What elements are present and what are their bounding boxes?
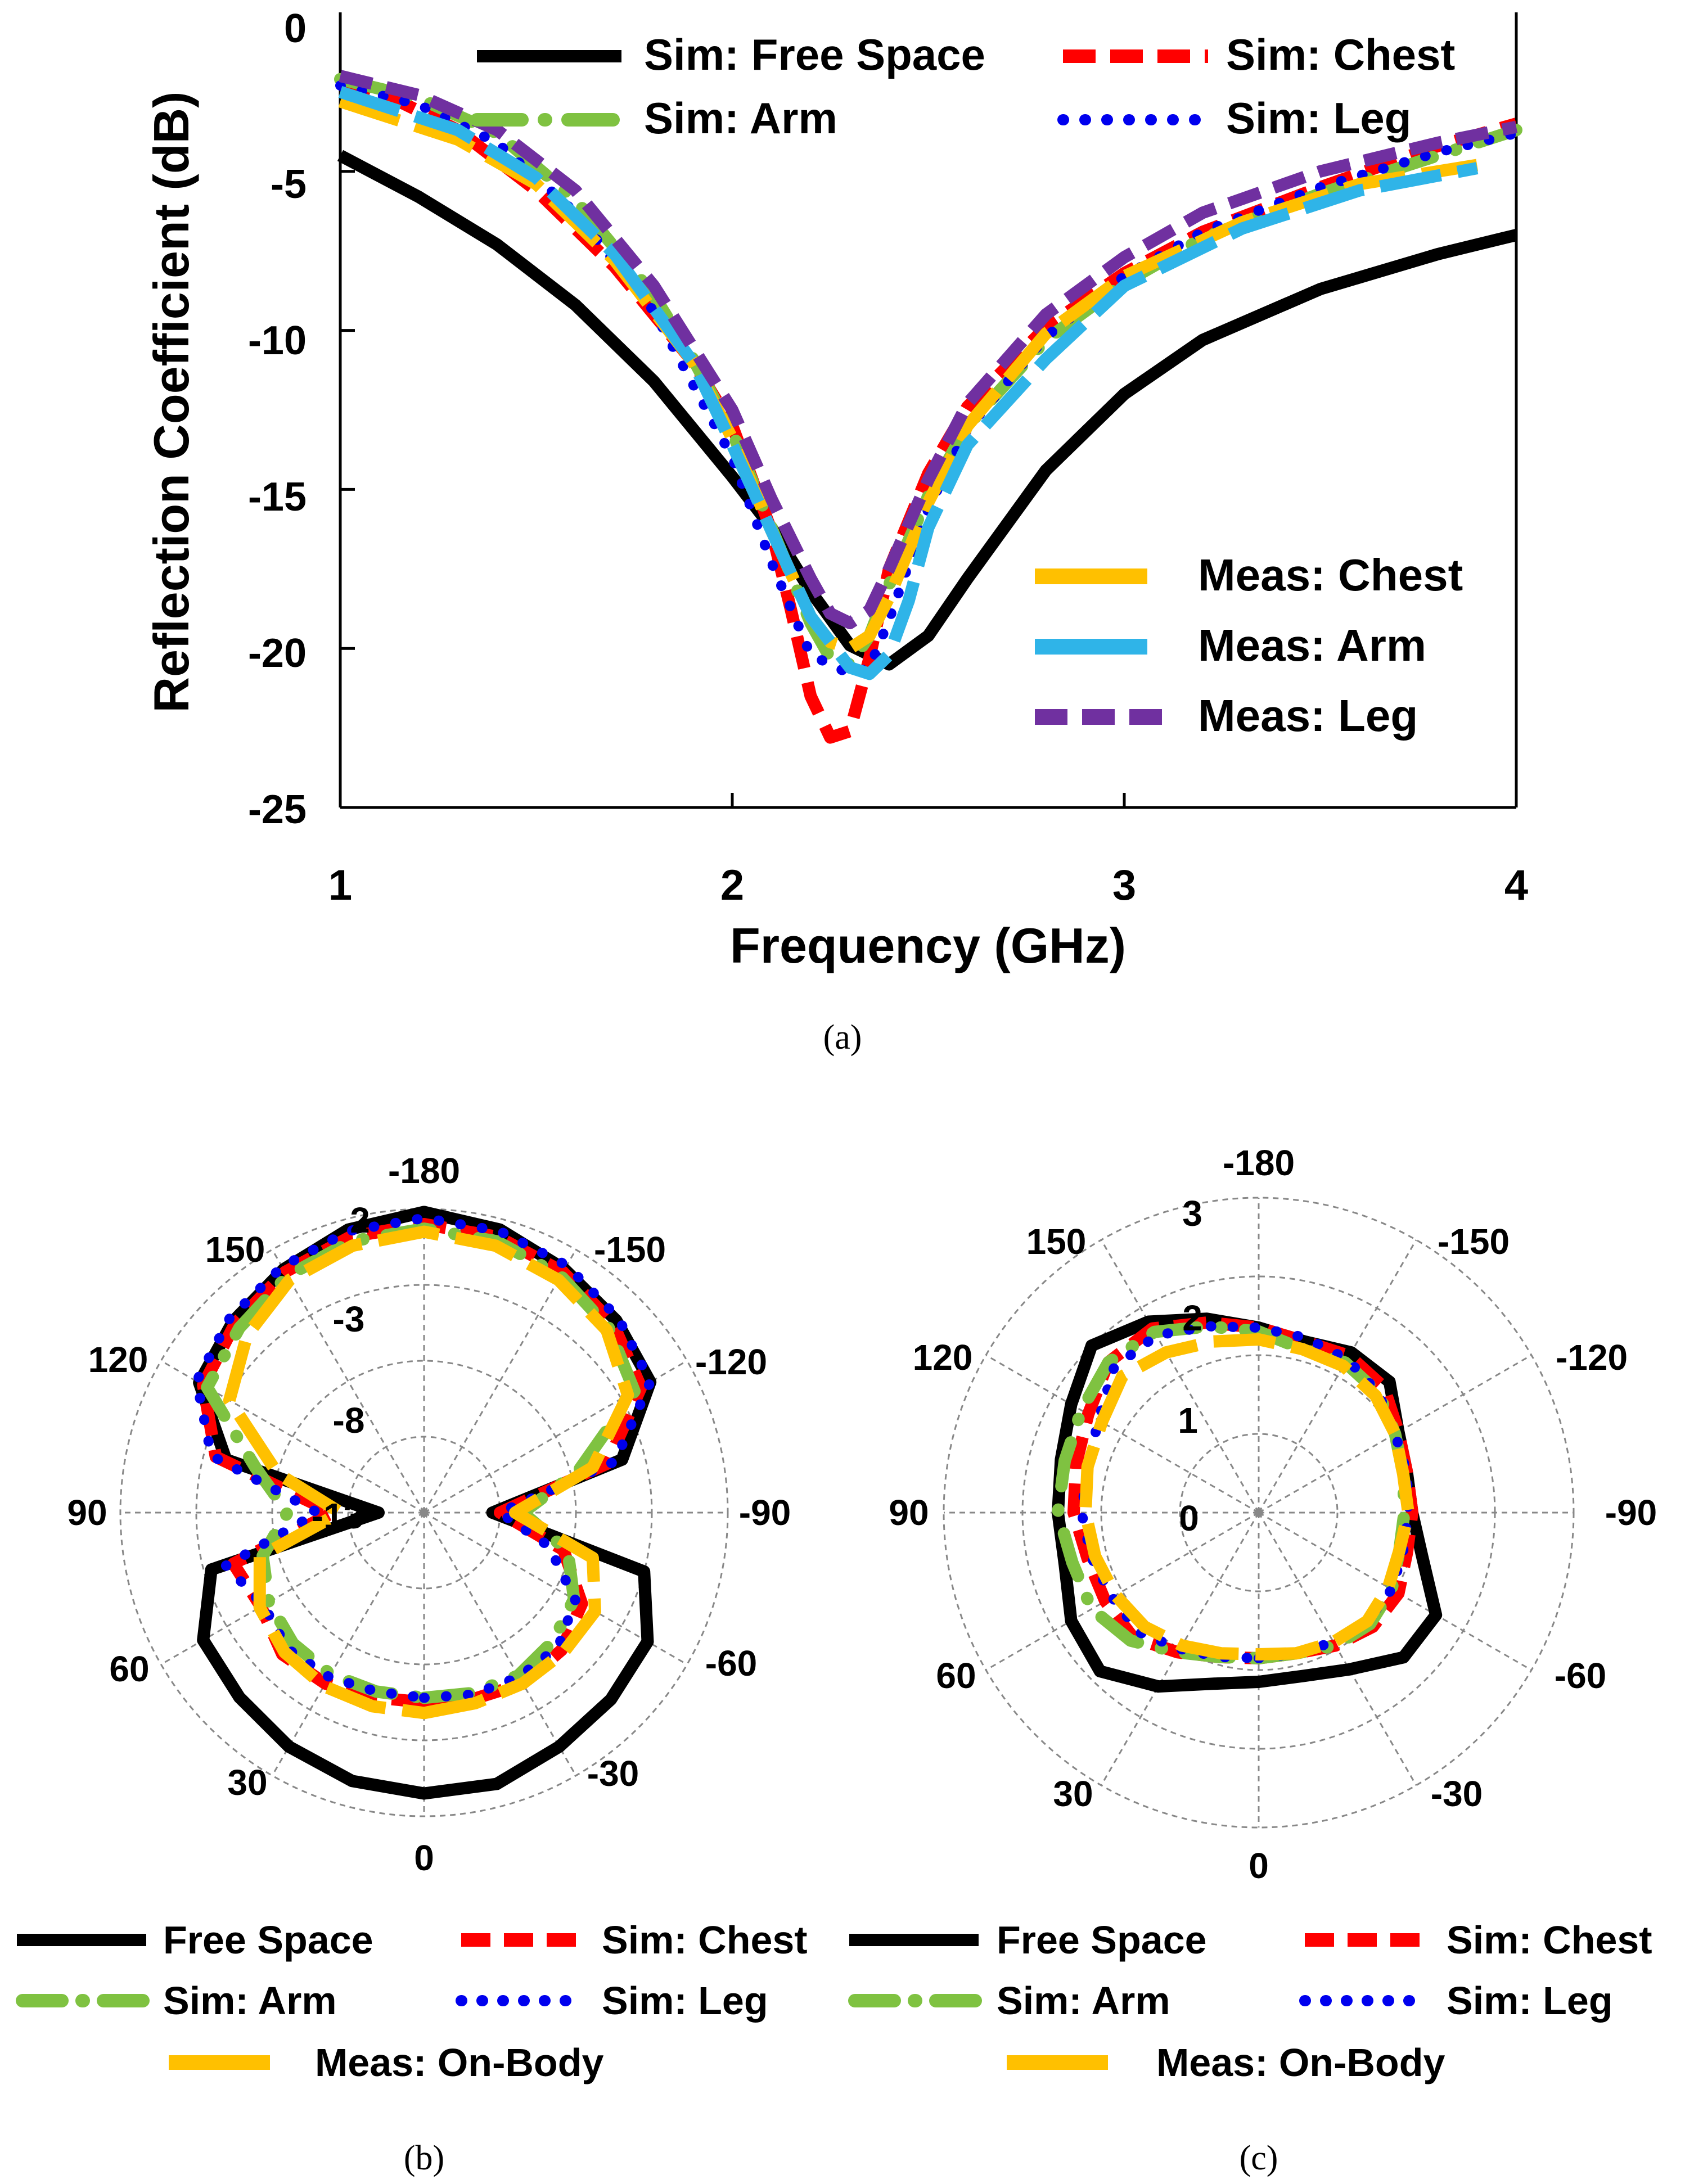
c-series-group [1052, 1312, 1443, 1693]
c-series-sim-chest [1067, 1316, 1418, 1664]
panel-b-polar-chart: 2 -3 -8 -13 -180 -150 -120 -90 -60 -30 0… [16, 1150, 808, 2177]
b-angle-label: 120 [88, 1339, 148, 1380]
c-legend-label: Meas: On-Body [1156, 2041, 1445, 2084]
b-angle-label: 90 [67, 1492, 107, 1533]
a-series-meas-arm [338, 85, 1479, 680]
b-angle-label: -180 [388, 1150, 460, 1191]
a-series-group [334, 70, 1522, 744]
panel-a-reflection-chart: 0 -5 -10 -15 -20 -25 1 2 3 4 Frequency (… [143, 6, 1528, 1057]
c-angle-label: 30 [1053, 1774, 1093, 1814]
b-legend-label: Sim: Arm [163, 1979, 337, 2023]
c-legend-label: Free Space [997, 1918, 1207, 1962]
b-series-meas-on-body [223, 1225, 634, 1720]
a-ytick-label: -5 [271, 162, 307, 207]
c-series-sim-leg [1076, 1321, 1413, 1663]
c-legend: Free Space Sim: Chest Sim: Arm Sim: Leg … [848, 1918, 1652, 2084]
c-grid-spoke [1258, 1239, 1417, 1513]
a-ytick-label: 0 [284, 6, 307, 51]
b-ring-label: 2 [350, 1200, 370, 1240]
b-grid-spoke [423, 1512, 577, 1776]
b-angle-label: 0 [414, 1838, 434, 1878]
c-angle-label: -90 [1605, 1492, 1657, 1533]
a-legend-label: Sim: Arm [644, 93, 837, 143]
b-ring-label: -8 [333, 1400, 365, 1441]
a-x-axis-title: Frequency (GHz) [730, 918, 1126, 973]
b-grid-spoke [423, 1249, 577, 1513]
a-legend: Sim: Free Space Sim: Chest Sim: Arm Sim:… [470, 30, 1463, 741]
b-series-group [191, 1206, 657, 1800]
c-legend-label: Sim: Leg [1447, 1979, 1613, 2023]
b-legend-label: Free Space [163, 1918, 373, 1962]
a-axis-frame [339, 12, 1518, 809]
c-angle-label: 90 [889, 1492, 929, 1533]
b-angle-label: 60 [109, 1649, 149, 1689]
b-legend-label: Meas: On-Body [315, 2041, 603, 2084]
a-legend-label: Meas: Leg [1198, 691, 1418, 741]
b-center-dot [420, 1508, 429, 1517]
b-angle-label: -30 [587, 1753, 639, 1794]
a-legend-label: Meas: Arm [1198, 620, 1426, 670]
c-caption: (c) [1240, 2139, 1278, 2177]
b-legend-label: Sim: Leg [602, 1979, 768, 2023]
a-ytick-label: -25 [248, 787, 307, 832]
c-angle-label: 0 [1249, 1845, 1269, 1886]
c-angle-label: 60 [936, 1655, 976, 1696]
c-angle-label: -30 [1431, 1774, 1483, 1814]
a-legend-label: Sim: Chest [1226, 30, 1455, 79]
c-grid-ring [1179, 1433, 1339, 1592]
c-grid-spoke [985, 1511, 1259, 1671]
c-angle-label: 120 [913, 1337, 973, 1378]
a-ytick-label: -20 [248, 631, 307, 676]
a-xtick-label: 2 [720, 861, 744, 909]
c-center-dot [1254, 1508, 1263, 1517]
a-xtick-label: 4 [1504, 861, 1528, 909]
b-angle-label: 150 [205, 1229, 265, 1270]
c-ring-label: 0 [1179, 1498, 1199, 1538]
c-ring-label: 2 [1182, 1298, 1202, 1338]
c-grid-spoke [985, 1354, 1259, 1514]
c-ring-label: 3 [1182, 1193, 1202, 1234]
c-series-meas-on-body [1079, 1333, 1414, 1660]
c-legend-label: Sim: Arm [997, 1979, 1170, 2023]
b-angle-label: -150 [594, 1229, 666, 1270]
a-xtick-label: 3 [1112, 861, 1136, 909]
b-angle-label: -90 [739, 1492, 791, 1533]
b-grid-spoke [271, 1512, 425, 1776]
b-ring-label: -3 [333, 1299, 365, 1339]
b-legend-label: Sim: Chest [602, 1918, 808, 1962]
b-ring-label: -13 [312, 1496, 364, 1536]
a-caption: (a) [823, 1018, 862, 1057]
b-series-sim-leg [191, 1213, 656, 1703]
c-angle-label: 150 [1026, 1221, 1087, 1262]
c-grid-spoke [1100, 1239, 1260, 1513]
panel-c-polar-chart: 3 2 1 0 -180 -150 -120 -90 -60 -30 0 30 … [848, 1143, 1657, 2177]
a-ytick-label: -15 [248, 475, 307, 520]
c-ring-label: 1 [1178, 1400, 1198, 1441]
c-angle-label: -150 [1438, 1221, 1510, 1262]
a-legend-label: Meas: Chest [1198, 550, 1463, 600]
b-angle-label: -60 [705, 1643, 758, 1684]
c-angle-label: -120 [1556, 1337, 1628, 1378]
c-angle-label: -60 [1555, 1655, 1607, 1696]
a-legend-label: Sim: Leg [1226, 93, 1411, 143]
b-series-free-space [193, 1206, 657, 1800]
b-angle-label: -120 [695, 1342, 767, 1382]
a-ytick-label: -10 [248, 318, 307, 363]
b-legend: Free Space Sim: Chest Sim: Arm Sim: Leg … [16, 1918, 808, 2084]
c-legend-label: Sim: Chest [1447, 1918, 1652, 1962]
a-legend-label: Sim: Free Space [644, 30, 985, 79]
b-angle-label: 30 [227, 1762, 267, 1803]
a-series-meas-leg [339, 70, 1518, 629]
a-xtick-label: 1 [328, 861, 352, 909]
b-caption: (b) [404, 2139, 444, 2177]
b-grid-spoke [271, 1249, 425, 1513]
c-angle-label: -180 [1223, 1143, 1295, 1183]
a-y-axis-title: Reflection Coefficient (dB) [143, 92, 199, 713]
